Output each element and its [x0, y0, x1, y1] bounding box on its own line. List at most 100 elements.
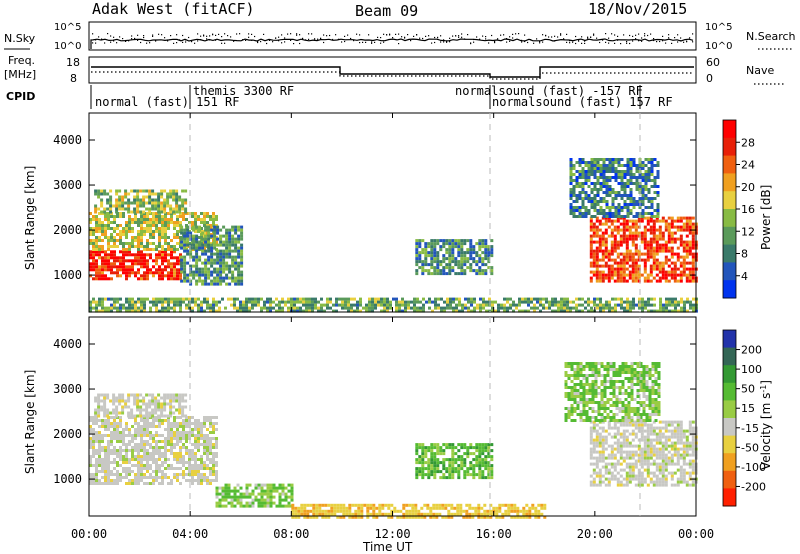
heatmap-cell — [587, 309, 590, 313]
heatmap-cell — [184, 201, 188, 205]
heatmap-cell — [372, 503, 376, 507]
heatmap-cell — [154, 201, 158, 205]
heatmap-cell — [104, 473, 107, 476]
heatmap-cell — [146, 230, 149, 233]
heatmap-cell — [658, 279, 662, 283]
heatmap-cell — [176, 233, 179, 236]
heatmap-cell — [216, 270, 220, 274]
heatmap-cell — [644, 212, 648, 215]
heatmap-cell — [119, 309, 122, 313]
heatmap-cell — [356, 309, 359, 313]
heatmap-cell — [634, 243, 638, 247]
velocity-heatmap — [89, 362, 698, 519]
heatmap-cell — [587, 303, 590, 307]
heatmap-cell — [418, 461, 422, 465]
heatmap-cell — [92, 242, 95, 245]
heatmap-cell — [184, 198, 188, 202]
heatmap-cell — [650, 158, 654, 161]
heatmap-cell — [131, 262, 134, 266]
heatmap-cell — [188, 425, 191, 428]
heatmap-cell — [98, 221, 101, 224]
heatmap-cell — [152, 300, 155, 304]
heatmap-cell — [661, 216, 665, 220]
heatmap-cell — [109, 210, 113, 214]
heatmap-cell — [628, 231, 632, 235]
heatmap-cell — [186, 243, 190, 247]
heatmap-cell — [148, 402, 152, 406]
heatmap-cell — [158, 265, 161, 269]
heatmap-cell — [152, 425, 155, 428]
heatmap-cell — [477, 506, 481, 510]
heatmap-cell — [434, 300, 437, 304]
heatmap-cell — [100, 204, 104, 208]
heatmap-cell — [287, 495, 291, 499]
heatmap-cell — [170, 422, 173, 425]
heatmap-cell — [194, 218, 197, 221]
heatmap-cell — [98, 227, 101, 230]
heatmap-cell — [203, 218, 206, 221]
heatmap-cell — [97, 207, 101, 211]
heatmap-cell — [605, 167, 609, 170]
heatmap-cell — [589, 261, 593, 265]
nsky-dot — [617, 35, 619, 37]
heatmap-cell — [626, 203, 630, 206]
heatmap-cell — [422, 306, 425, 310]
heatmap-cell — [430, 464, 434, 468]
heatmap-cell — [491, 300, 494, 304]
nsky-dot — [206, 35, 208, 37]
heatmap-cell — [413, 300, 416, 304]
heatmap-cell — [154, 396, 158, 400]
heatmap-cell — [592, 252, 596, 256]
heatmap-cell — [122, 265, 125, 269]
heatmap-cell — [178, 399, 182, 403]
heatmap-cell — [185, 218, 188, 221]
heatmap-cell — [613, 258, 617, 262]
heatmap-cell — [95, 419, 98, 422]
heatmap-cell — [451, 455, 455, 459]
heatmap-cell — [170, 434, 173, 437]
heatmap-cell — [266, 498, 270, 502]
heatmap-cell — [512, 300, 515, 304]
heatmap-cell — [475, 473, 479, 477]
heatmap-cell — [221, 492, 225, 496]
heatmap-cell — [137, 218, 140, 221]
heatmap-cell — [201, 249, 205, 253]
heatmap-cell — [433, 242, 437, 246]
nsky-dot — [137, 39, 139, 41]
heatmap-cell — [155, 297, 158, 301]
heatmap-cell — [152, 449, 155, 452]
heatmap-cell — [154, 198, 158, 202]
heatmap-cell — [140, 419, 143, 422]
heatmap-cell — [194, 473, 197, 476]
heatmap-cell — [503, 297, 506, 301]
heatmap-cell — [451, 461, 455, 465]
heatmap-cell — [197, 482, 200, 485]
heatmap-cell — [448, 245, 452, 249]
heatmap-cell — [194, 419, 197, 422]
heatmap-cell — [185, 297, 188, 301]
heatmap-cell — [164, 452, 167, 455]
heatmap-cell — [119, 274, 122, 278]
heatmap-cell — [584, 170, 588, 173]
heatmap-cell — [164, 265, 167, 269]
heatmap-cell — [290, 495, 294, 499]
heatmap-cell — [104, 309, 107, 313]
heatmap-cell — [595, 258, 599, 262]
heatmap-cell — [478, 248, 482, 252]
heatmap-cell — [470, 309, 473, 313]
heatmap-cell — [222, 243, 226, 247]
heatmap-cell — [676, 237, 680, 241]
heatmap-cell — [251, 306, 254, 310]
heatmap-cell — [383, 300, 386, 304]
nsky-dot — [290, 33, 292, 35]
heatmap-cell — [390, 512, 394, 516]
heatmap-cell — [487, 266, 491, 270]
nsky-dot — [416, 34, 418, 36]
heatmap-cell — [185, 440, 188, 443]
heatmap-cell — [417, 509, 421, 513]
heatmap-cell — [116, 300, 119, 304]
heatmap-cell — [673, 252, 677, 256]
heatmap-cell — [584, 179, 588, 182]
heatmap-cell — [160, 210, 164, 214]
heatmap-cell — [134, 236, 137, 239]
